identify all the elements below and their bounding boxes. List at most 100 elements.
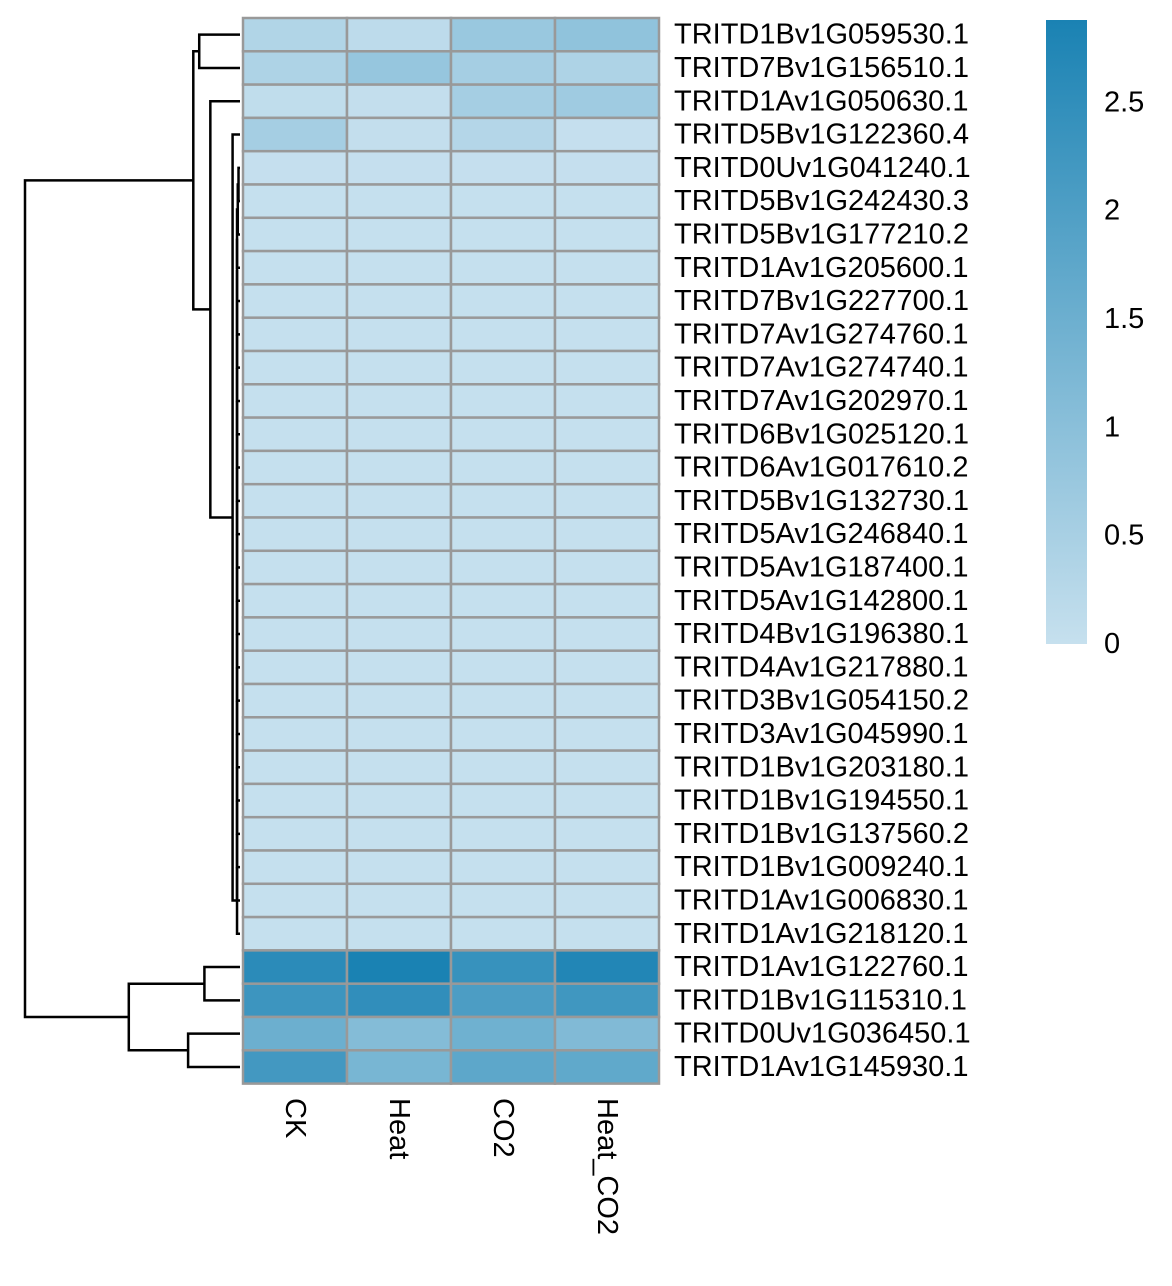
heatmap-cell — [345, 616, 453, 652]
legend-tick-label: 2 — [1104, 195, 1120, 227]
heatmap-cell — [553, 283, 661, 319]
heatmap-cell — [553, 782, 661, 819]
legend-tick-label: 0.5 — [1104, 520, 1144, 552]
heatmap-cell — [449, 682, 557, 719]
heatmap-cell — [241, 716, 349, 752]
heatmap-cell — [241, 1049, 349, 1085]
row-label: TRITD7Av1G274740.1 — [674, 352, 968, 384]
row-label: TRITD6Bv1G025120.1 — [674, 418, 969, 450]
heatmap-cell — [449, 316, 557, 353]
heatmap-cell — [345, 716, 453, 752]
color-legend: 0 0.5 1 1.5 2 2.5 — [1046, 20, 1144, 660]
heatmap-cell — [553, 749, 661, 786]
heatmap-cell — [449, 183, 557, 220]
heatmap-cell — [449, 1015, 557, 1052]
heatmap-cell — [241, 982, 349, 1019]
heatmap-cell — [241, 582, 349, 619]
row-label: TRITD1Av1G218120.1 — [674, 918, 968, 950]
heatmap-cell — [241, 449, 349, 486]
heatmap-cell — [449, 815, 557, 852]
dendrogram-branch — [209, 100, 240, 519]
heatmap-cell — [345, 116, 453, 153]
heatmap-cell — [553, 582, 661, 619]
row-label: TRITD1Av1G050630.1 — [674, 85, 968, 117]
heatmap-cell — [553, 482, 661, 519]
column-label: Heat_CO2 — [591, 1098, 623, 1235]
row-label: TRITD1Av1G205600.1 — [674, 252, 968, 284]
heatmap-cell — [449, 582, 557, 619]
heatmap-cell — [241, 216, 349, 253]
column-label: CO2 — [487, 1098, 519, 1158]
heatmap-cell — [345, 83, 453, 120]
heatmap-cell — [553, 516, 661, 553]
heatmap-cells — [241, 16, 661, 1085]
heatmap-cell — [241, 815, 349, 852]
heatmap-cell — [345, 216, 453, 253]
heatmap-cell — [449, 549, 557, 586]
column-label: CK — [279, 1098, 311, 1139]
heatmap-cell — [345, 249, 453, 286]
heatmap-cell — [345, 149, 453, 186]
heatmap-cell — [345, 815, 453, 852]
heatmap-cell — [553, 449, 661, 486]
heatmap-cell — [449, 716, 557, 752]
legend-tick-label: 1 — [1104, 411, 1120, 443]
heatmap-cell — [449, 482, 557, 519]
heatmap-cell — [449, 16, 557, 53]
row-label: TRITD1Bv1G115310.1 — [674, 984, 967, 1016]
row-label: TRITD7Av1G274760.1 — [674, 318, 968, 350]
legend-tick-label: 0 — [1104, 628, 1120, 660]
heatmap-cell — [553, 1015, 661, 1052]
row-label: TRITD1Bv1G203180.1 — [674, 751, 969, 783]
heatmap-cell — [449, 516, 557, 553]
column-labels: CK Heat CO2 Heat_CO2 — [279, 1098, 623, 1235]
heatmap-cell — [241, 882, 349, 919]
row-label: TRITD4Bv1G196380.1 — [674, 618, 969, 650]
heatmap-cell — [241, 50, 349, 86]
heatmap-cell — [449, 649, 557, 686]
row-label: TRITD5Av1G246840.1 — [674, 518, 968, 550]
heatmap-cell — [345, 482, 453, 519]
heatmap-cell — [241, 516, 349, 553]
row-label: TRITD5Av1G187400.1 — [674, 551, 968, 583]
heatmap-cell — [553, 949, 661, 985]
legend-tick-label: 2.5 — [1104, 86, 1144, 118]
legend-tick-label: 1.5 — [1104, 303, 1144, 335]
heatmap-cell — [345, 749, 453, 786]
row-label: TRITD5Bv1G122360.4 — [674, 119, 969, 151]
heatmap-cell — [241, 849, 349, 886]
row-label: TRITD1Av1G006830.1 — [674, 884, 968, 916]
row-label: TRITD5Bv1G132730.1 — [674, 485, 969, 517]
heatmap-cell — [345, 1049, 453, 1085]
heatmap-cell — [553, 249, 661, 286]
heatmap-cell — [241, 782, 349, 819]
heatmap-cell — [449, 849, 557, 886]
heatmap-cell — [241, 1015, 349, 1052]
heatmap-cell — [345, 50, 453, 86]
heatmap-cell — [553, 149, 661, 186]
heatmap-cell — [553, 549, 661, 586]
heatmap-cell — [553, 316, 661, 353]
row-label: TRITD7Bv1G156510.1 — [674, 52, 969, 84]
heatmap-cell — [553, 183, 661, 220]
heatmap-cell — [553, 815, 661, 852]
heatmap-cell — [241, 749, 349, 786]
heatmap-cell — [345, 849, 453, 886]
heatmap-cell — [553, 16, 661, 53]
heatmap-cell — [553, 416, 661, 453]
heatmap-cell — [553, 349, 661, 386]
heatmap-cell — [449, 116, 557, 153]
heatmap-cell — [345, 882, 453, 919]
heatmap-cell — [553, 83, 661, 120]
heatmap-cell — [241, 482, 349, 519]
heatmap-cell — [241, 149, 349, 186]
row-label: TRITD1Bv1G009240.1 — [674, 851, 969, 883]
heatmap-cell — [241, 949, 349, 985]
row-dendrogram — [23, 33, 240, 1069]
heatmap-cell — [449, 749, 557, 786]
heatmap-cell — [345, 649, 453, 686]
heatmap-cell — [449, 283, 557, 319]
heatmap-cell — [241, 682, 349, 719]
heatmap-cell — [449, 982, 557, 1019]
